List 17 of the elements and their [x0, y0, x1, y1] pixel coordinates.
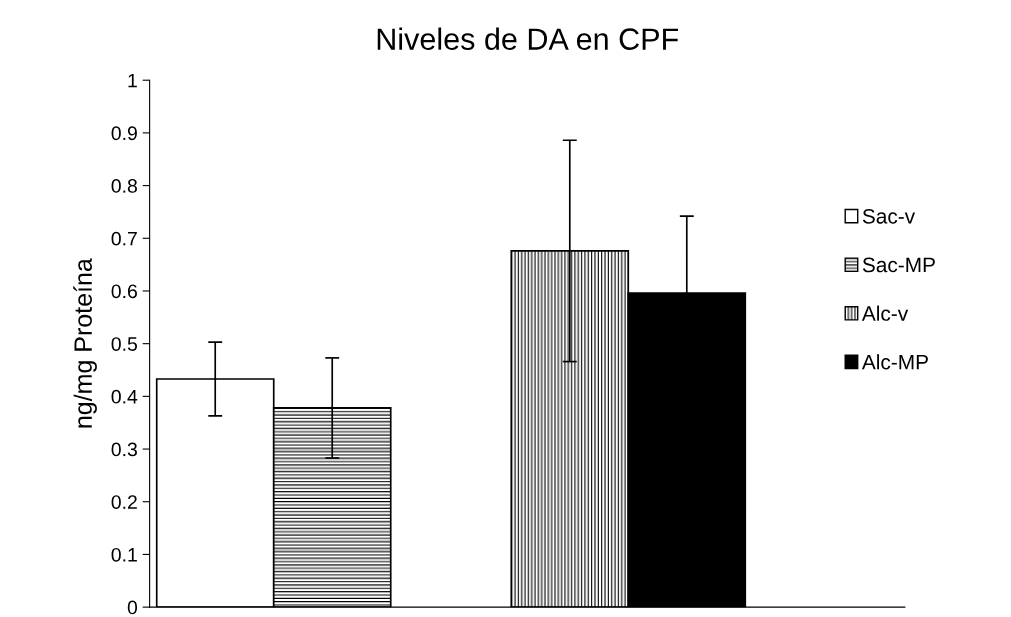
y-tick-label: 0.2	[111, 495, 137, 509]
legend-label: Sac-v	[862, 208, 916, 224]
y-tick-label: 0.7	[111, 231, 137, 246]
y-tick-label: 1	[128, 73, 137, 88]
y-axis-title: ng/mg Proteína	[73, 258, 97, 428]
chart-title: Niveles de DA en CPF	[377, 27, 679, 50]
legend-label: Alc-MP	[861, 354, 928, 370]
y-tick-label: 0.5	[111, 337, 138, 351]
y-tick-label: 0.8	[111, 179, 137, 193]
y-tick-label: 0.6	[111, 284, 137, 299]
y-tick-label: 0.9	[111, 126, 137, 141]
y-tick-label: 0.1	[111, 547, 137, 562]
y-tick-label: 0.4	[111, 389, 138, 404]
y-tick-label: 0.3	[111, 442, 137, 457]
legend-label: Alc-v	[861, 305, 909, 321]
legend-label: Sac-MP	[862, 257, 935, 273]
y-tick-label: 0	[127, 600, 138, 615]
